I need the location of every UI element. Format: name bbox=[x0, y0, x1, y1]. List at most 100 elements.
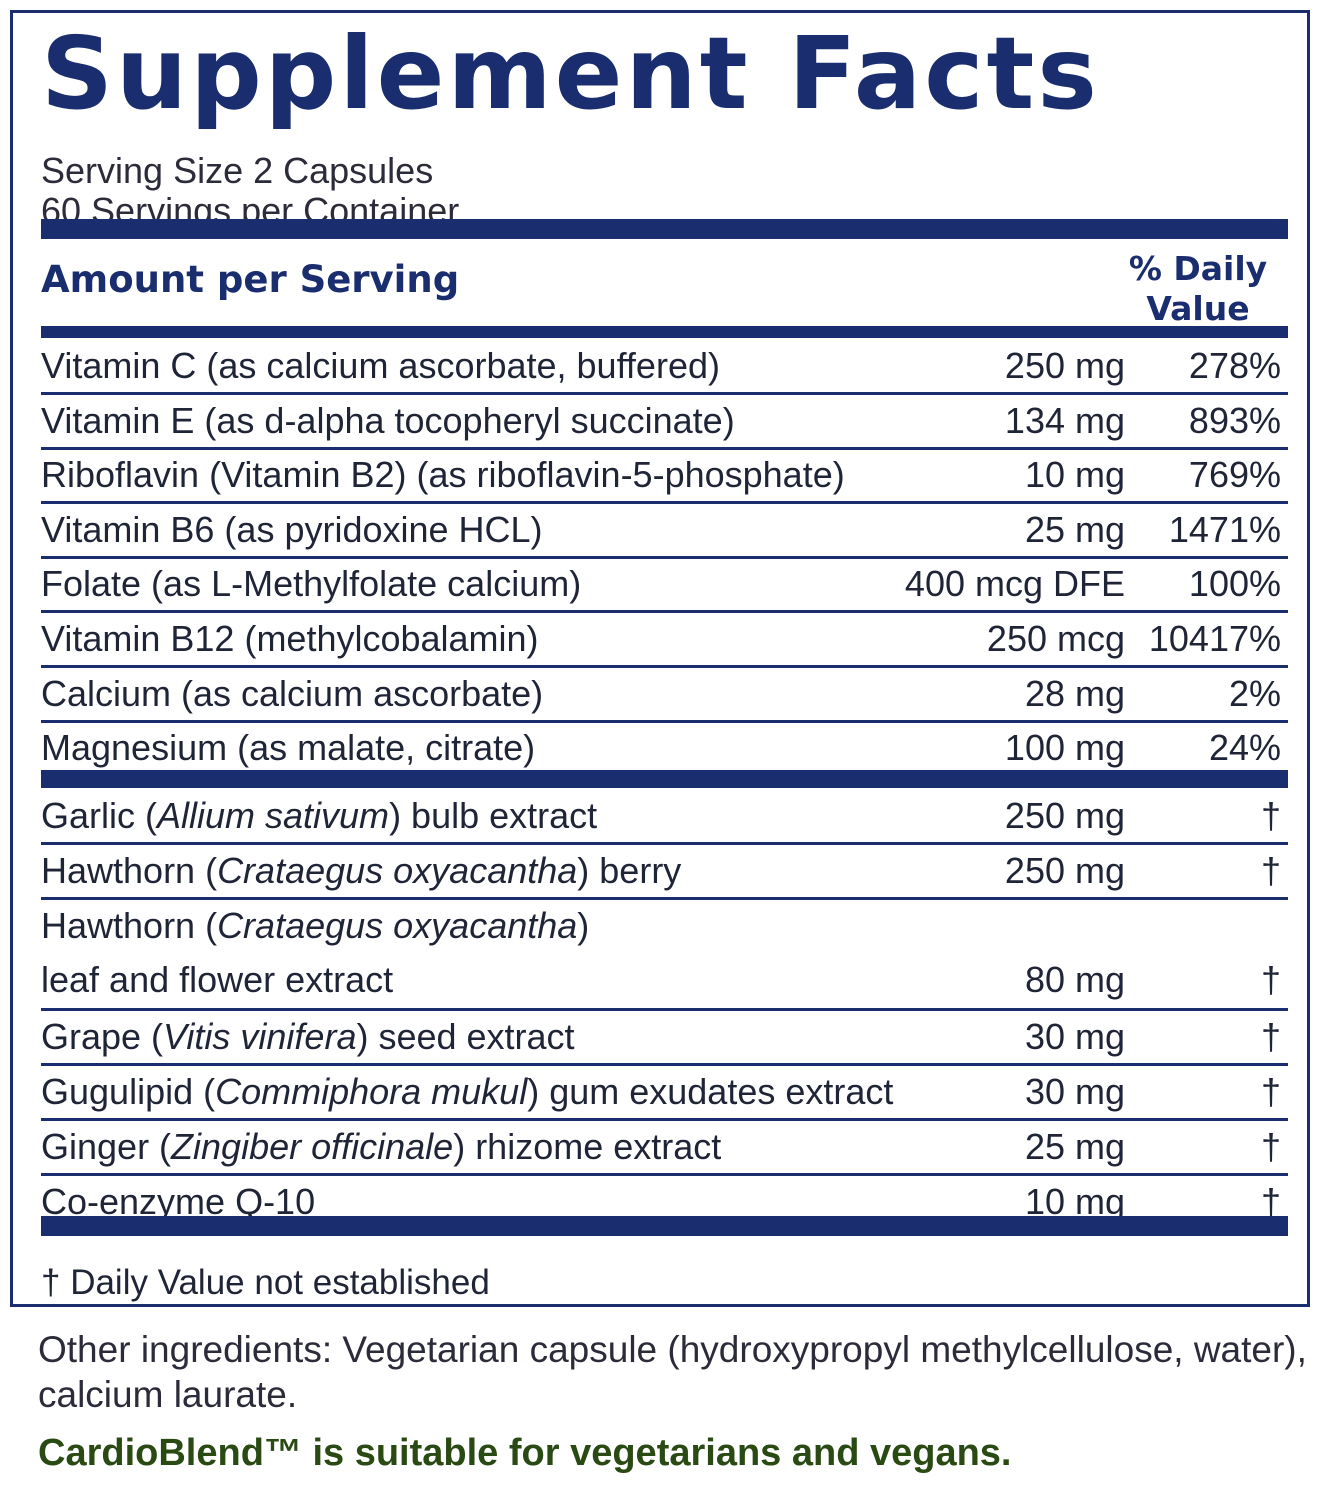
nutrient-row: Vitamin E (as d-alpha tocopheryl succina… bbox=[41, 395, 1288, 447]
botanical-common-name: Hawthorn ( bbox=[41, 850, 218, 891]
dagger-mark: † bbox=[1260, 1181, 1281, 1222]
botanical-common-name: Garlic ( bbox=[41, 795, 157, 836]
row-divider bbox=[41, 897, 1288, 900]
botanical-row: Hawthorn (Crataegus oxyacantha) leaf and … bbox=[41, 900, 1288, 1008]
dagger-mark: † bbox=[1260, 1126, 1281, 1167]
nutrient-row: Riboflavin (Vitamin B2) (as riboflavin-5… bbox=[41, 449, 1288, 501]
row-divider bbox=[41, 665, 1288, 668]
row-divider bbox=[41, 1173, 1288, 1176]
dv-header-line1: % Daily bbox=[1128, 249, 1268, 288]
serving-info: Serving Size 2 Capsules 60 Servings per … bbox=[41, 151, 459, 231]
botanical-part: ) berry bbox=[577, 850, 682, 891]
row-divider bbox=[41, 610, 1288, 613]
row-divider bbox=[41, 842, 1288, 845]
dv-header-line2: Value bbox=[1146, 289, 1250, 328]
botanical-name: Co-enzyme Q-10 bbox=[41, 1176, 315, 1228]
botanical-amount: 80 mg bbox=[1024, 959, 1125, 1000]
vegan-statement: CardioBlend™ is suitable for vegetarians… bbox=[38, 1432, 1012, 1474]
botanical-row: Ginger (Zingiber officinale) rhizome ext… bbox=[41, 1121, 1288, 1173]
botanical-part: ) seed extract bbox=[356, 1016, 575, 1057]
header-rule bbox=[41, 326, 1288, 338]
nutrient-row: Vitamin B6 (as pyridoxine HCL) 25 mg 1471% bbox=[41, 504, 1288, 556]
other-ingredients: Other ingredients: Vegetarian capsule (h… bbox=[38, 1329, 1307, 1415]
nutrient-amount: 400 mcg DFE bbox=[904, 563, 1125, 604]
nutrient-daily-value: 1471% bbox=[1168, 509, 1281, 550]
nutrient-name: Vitamin E (as d-alpha tocopheryl succina… bbox=[41, 400, 735, 441]
row-divider bbox=[41, 1118, 1288, 1121]
botanical-row: Garlic (Allium sativum) bulb extract 250 … bbox=[41, 790, 1288, 842]
nutrient-daily-value: 893% bbox=[1188, 400, 1281, 441]
nutrient-name: Vitamin B6 (as pyridoxine HCL) bbox=[41, 509, 543, 550]
nutrient-row: Vitamin B12 (methylcobalamin) 250 mcg 1041… bbox=[41, 613, 1288, 665]
row-divider bbox=[41, 720, 1288, 723]
botanical-part: ) bbox=[577, 905, 590, 946]
botanical-name: Hawthorn (Crataegus oxyacantha) berry bbox=[41, 845, 681, 897]
daily-value-header: % Daily Value bbox=[1113, 249, 1283, 329]
botanical-row: Hawthorn (Crataegus oxyacantha) berry 250… bbox=[41, 845, 1288, 897]
nutrient-row: Vitamin C (as calcium ascorbate, buffere… bbox=[41, 340, 1288, 392]
nutrient-amount: 28 mg bbox=[1024, 673, 1125, 714]
nutrient-amount: 25 mg bbox=[1024, 509, 1125, 550]
row-divider bbox=[41, 1063, 1288, 1066]
panel-title: Supplement Facts bbox=[41, 15, 1100, 132]
top-thick-rule bbox=[41, 219, 1288, 239]
nutrient-daily-value: 769% bbox=[1188, 454, 1281, 495]
botanical-name: Grape (Vitis vinifera) seed extract bbox=[41, 1011, 575, 1063]
botanical-latin-name: Crataegus oxyacantha bbox=[217, 905, 578, 946]
nutrient-name: Calcium (as calcium ascorbate) bbox=[41, 673, 544, 714]
amount-per-serving-header: Amount per Serving bbox=[41, 258, 460, 301]
dagger-mark: † bbox=[1260, 1016, 1281, 1057]
middle-thick-rule bbox=[41, 770, 1288, 788]
nutrient-name: Magnesium (as malate, citrate) bbox=[41, 727, 536, 768]
botanical-part: ) gum exudates extract bbox=[527, 1071, 894, 1112]
nutrient-daily-value: 10417% bbox=[1148, 618, 1281, 659]
botanical-amount: 250 mg bbox=[1004, 795, 1125, 836]
nutrient-name: Folate (as L-Methylfolate calcium) bbox=[41, 563, 582, 604]
row-divider bbox=[41, 501, 1288, 504]
botanical-common-name: Ginger ( bbox=[41, 1126, 172, 1167]
botanical-row: Co-enzyme Q-10 10 mg † bbox=[41, 1176, 1288, 1228]
botanical-latin-name: Allium sativum bbox=[157, 795, 390, 836]
botanical-common-name: Gugulipid ( bbox=[41, 1071, 216, 1112]
nutrient-amount: 10 mg bbox=[1024, 454, 1125, 495]
nutrient-row: Magnesium (as malate, citrate) 100 mg 24% bbox=[41, 722, 1288, 774]
nutrient-daily-value: 278% bbox=[1188, 345, 1281, 386]
supplement-facts-panel: Supplement Facts Serving Size 2 Capsules… bbox=[10, 10, 1310, 1307]
footnote: † Daily Value not established bbox=[41, 1263, 490, 1302]
serving-size: Serving Size 2 Capsules bbox=[41, 150, 434, 191]
botanical-common-name: Hawthorn ( bbox=[41, 905, 218, 946]
nutrient-name: Vitamin C (as calcium ascorbate, buffere… bbox=[41, 345, 720, 386]
botanical-latin-name: Vitis vinifera bbox=[163, 1016, 357, 1057]
nutrient-amount: 134 mg bbox=[1004, 400, 1125, 441]
dagger-mark: † bbox=[1260, 1071, 1281, 1112]
nutrient-amount: 250 mcg bbox=[986, 618, 1125, 659]
nutrient-amount: 100 mg bbox=[1004, 727, 1125, 768]
botanical-amount: 30 mg bbox=[1024, 1016, 1125, 1057]
botanical-name-line2: leaf and flower extract bbox=[41, 959, 394, 1000]
botanical-amount: 25 mg bbox=[1024, 1126, 1125, 1167]
row-divider bbox=[41, 447, 1288, 450]
botanical-row: Gugulipid (Commiphora mukul) gum exudate… bbox=[41, 1066, 1288, 1118]
botanical-common-name: Grape ( bbox=[41, 1016, 164, 1057]
nutrient-daily-value: 24% bbox=[1208, 727, 1281, 768]
botanical-name: Gugulipid (Commiphora mukul) gum exudate… bbox=[41, 1066, 893, 1118]
botanical-amount: 30 mg bbox=[1024, 1071, 1125, 1112]
row-divider bbox=[41, 556, 1288, 559]
botanical-part: ) rhizome extract bbox=[453, 1126, 722, 1167]
botanical-latin-name: Commiphora mukul bbox=[215, 1071, 528, 1112]
botanical-row: Grape (Vitis vinifera) seed extract 30 mg… bbox=[41, 1011, 1288, 1063]
botanical-name: Ginger (Zingiber officinale) rhizome ext… bbox=[41, 1121, 721, 1173]
botanical-name: Hawthorn (Crataegus oxyacantha) bbox=[41, 900, 589, 952]
botanical-amount: 250 mg bbox=[1004, 850, 1125, 891]
dagger-mark: † bbox=[1260, 795, 1281, 836]
botanical-amount: 10 mg bbox=[1024, 1181, 1125, 1222]
botanical-latin-name: Crataegus oxyacantha bbox=[217, 850, 578, 891]
nutrient-row: Calcium (as calcium ascorbate) 28 mg 2% bbox=[41, 668, 1288, 720]
botanical-name: Garlic (Allium sativum) bulb extract bbox=[41, 790, 597, 842]
row-divider bbox=[41, 1008, 1288, 1011]
dagger-mark: † bbox=[1260, 850, 1281, 891]
nutrient-name: Riboflavin (Vitamin B2) (as riboflavin-5… bbox=[41, 454, 845, 495]
row-divider bbox=[41, 392, 1288, 395]
nutrient-name: Vitamin B12 (methylcobalamin) bbox=[41, 618, 539, 659]
dagger-mark: † bbox=[1260, 959, 1281, 1000]
